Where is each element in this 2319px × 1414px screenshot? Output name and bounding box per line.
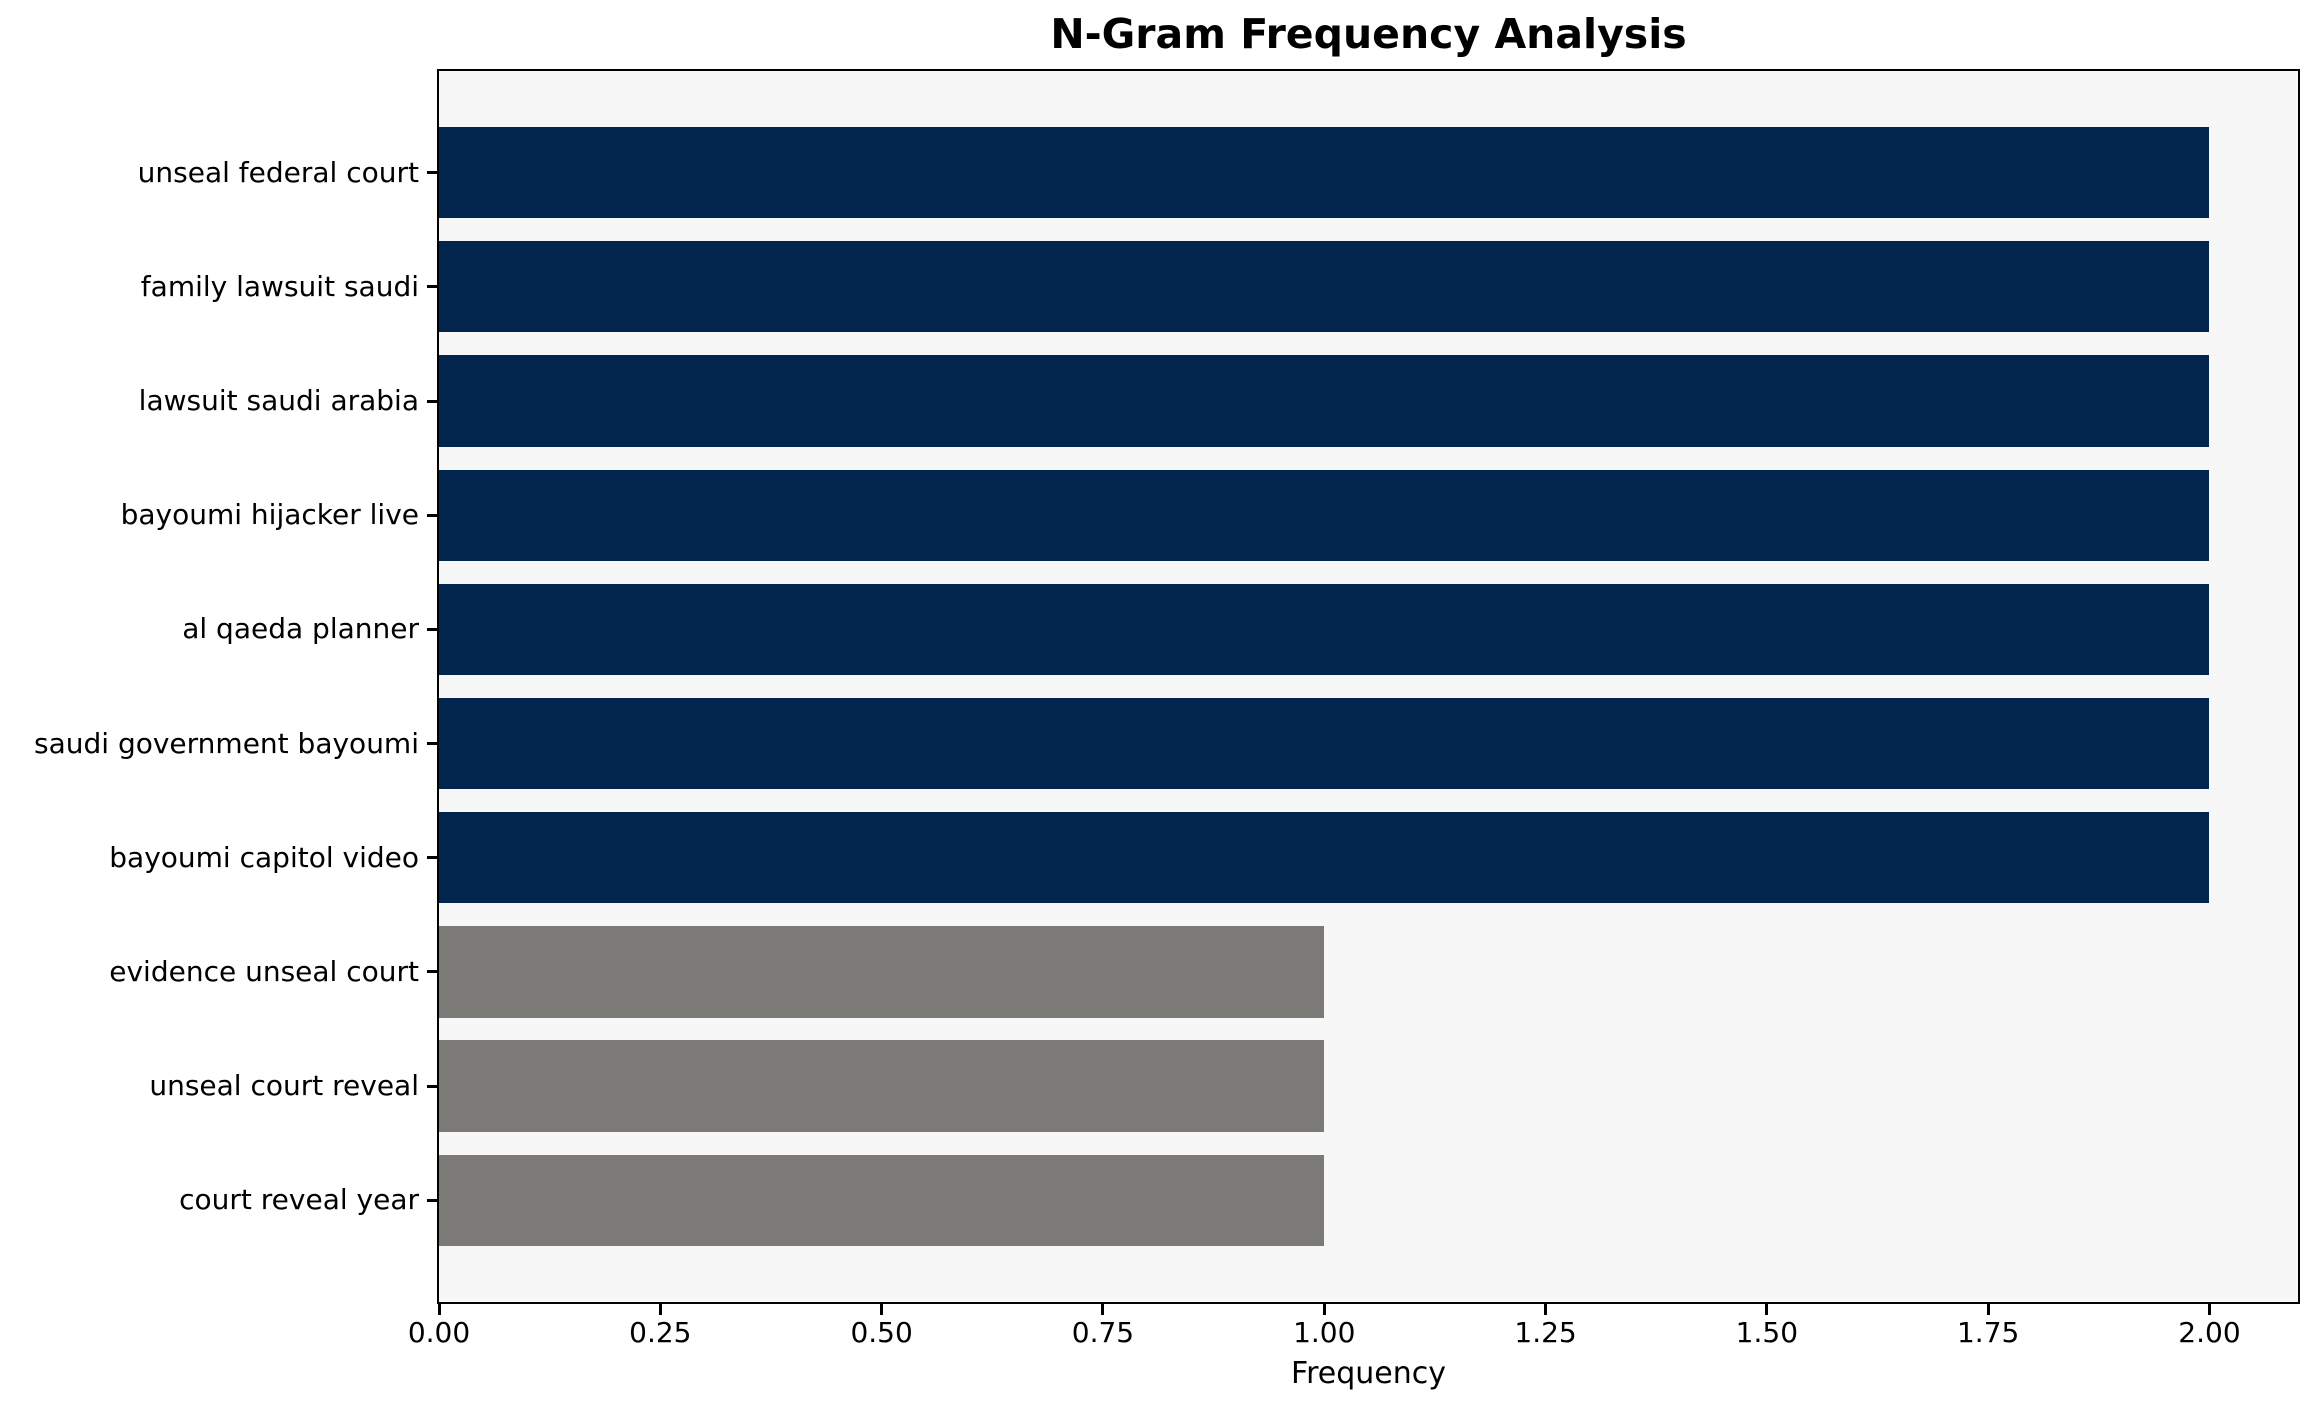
x-tick-mark bbox=[437, 1304, 441, 1315]
bar bbox=[439, 241, 2210, 333]
y-tick-mark bbox=[427, 970, 438, 974]
bar bbox=[439, 469, 2210, 561]
x-tick-label: 2.00 bbox=[2178, 1316, 2241, 1349]
y-tick-mark bbox=[427, 285, 438, 289]
x-tick-label: 1.00 bbox=[1293, 1316, 1356, 1349]
y-tick-mark bbox=[427, 742, 438, 746]
x-tick-mark bbox=[1986, 1304, 1990, 1315]
x-tick-mark bbox=[1765, 1304, 1769, 1315]
y-tick-mark bbox=[427, 1084, 438, 1088]
bar bbox=[439, 1154, 1325, 1247]
y-tick-label: lawsuit saudi arabia bbox=[138, 384, 419, 418]
x-tick-label: 0.00 bbox=[407, 1316, 471, 1349]
chart-title: N-Gram Frequency Analysis bbox=[1050, 10, 1687, 58]
x-axis-title: Frequency bbox=[1291, 1356, 1446, 1391]
bar bbox=[439, 812, 2210, 904]
y-tick-label: family lawsuit saudi bbox=[140, 269, 419, 303]
bar bbox=[439, 583, 2210, 676]
x-tick-label: 1.75 bbox=[1956, 1316, 2020, 1349]
x-tick-label: 0.25 bbox=[629, 1316, 692, 1349]
plot-area bbox=[437, 69, 2300, 1304]
y-tick-label: bayoumi hijacker live bbox=[120, 498, 419, 532]
y-tick-label: saudi government bayoumi bbox=[34, 726, 419, 760]
y-tick-label: unseal court reveal bbox=[149, 1069, 419, 1103]
x-tick-mark bbox=[1322, 1304, 1326, 1315]
y-tick-mark bbox=[427, 399, 438, 403]
x-tick-mark bbox=[1101, 1304, 1105, 1315]
bar bbox=[439, 1040, 1325, 1132]
x-tick-label: 0.75 bbox=[1071, 1316, 1135, 1349]
bar bbox=[439, 126, 2210, 219]
bar bbox=[439, 926, 1325, 1018]
y-tick-label: al qaeda planner bbox=[182, 612, 419, 646]
y-tick-mark bbox=[427, 856, 438, 860]
y-tick-label: bayoumi capitol video bbox=[109, 840, 419, 874]
x-tick-mark bbox=[1544, 1304, 1548, 1315]
y-tick-mark bbox=[427, 627, 438, 631]
y-tick-mark bbox=[427, 513, 438, 517]
x-tick-mark bbox=[658, 1304, 662, 1315]
y-tick-mark bbox=[427, 1198, 438, 1202]
x-tick-label: 1.25 bbox=[1514, 1316, 1577, 1349]
x-tick-label: 0.50 bbox=[850, 1316, 913, 1349]
bar bbox=[439, 355, 2210, 447]
y-tick-mark bbox=[427, 171, 438, 175]
x-tick-mark bbox=[2207, 1304, 2211, 1315]
y-tick-label: evidence unseal court bbox=[109, 954, 419, 988]
y-tick-label: court reveal year bbox=[179, 1183, 419, 1217]
x-tick-mark bbox=[880, 1304, 884, 1315]
y-tick-label: unseal federal court bbox=[137, 155, 419, 189]
bar bbox=[439, 697, 2210, 790]
x-tick-label: 1.50 bbox=[1735, 1316, 1799, 1349]
